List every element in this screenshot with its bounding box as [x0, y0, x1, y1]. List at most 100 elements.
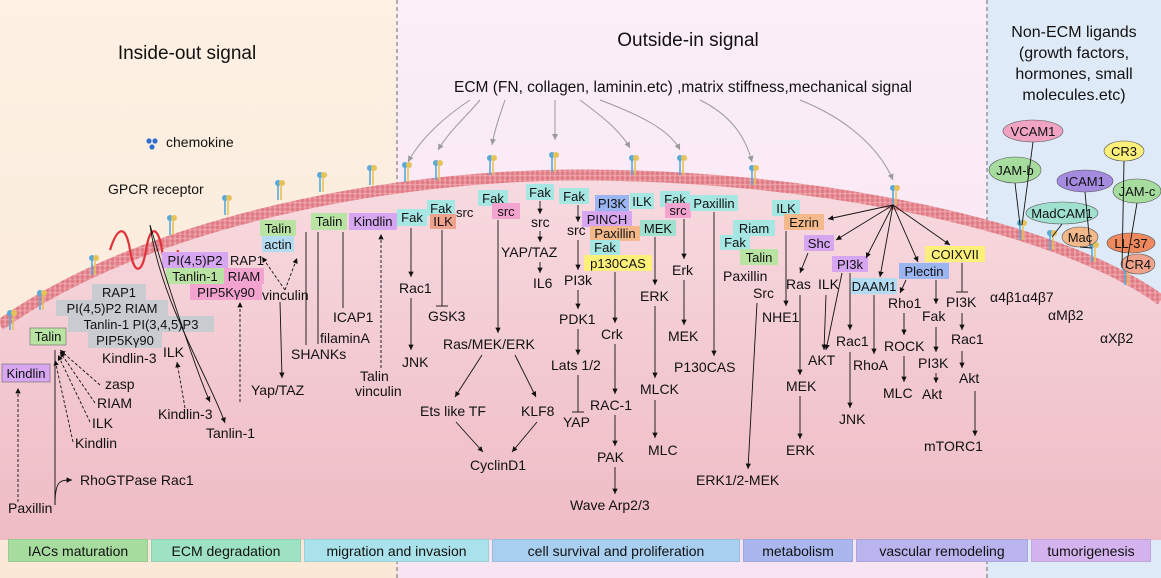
mek-label-2: MEK	[668, 328, 699, 344]
svg-text:Paxillin: Paxillin	[594, 226, 635, 241]
legend-item-2: ECM degradation	[151, 539, 301, 562]
mlc-label-1: MLC	[648, 442, 678, 458]
vinculin-label-bottom: vinculin	[355, 383, 402, 399]
svg-text:Fak: Fak	[430, 201, 452, 216]
ras-label: Ras	[786, 276, 811, 292]
legend-item-1: IACs maturation	[8, 539, 148, 562]
non-ecm-connectors	[1014, 141, 1138, 269]
icam1-ellipse: ICAM1	[1056, 169, 1114, 193]
shc-box: Shc	[804, 235, 834, 251]
a4b1-label: α4β1	[990, 289, 1022, 305]
svg-text:Plectin: Plectin	[904, 264, 943, 279]
svg-text:ICAM1: ICAM1	[1065, 174, 1105, 189]
erk-label-2: Erk	[672, 262, 694, 278]
vinculin-label: vinculin	[262, 287, 309, 303]
outside-in-heading: Outside-in signal	[617, 30, 759, 51]
plectin-box: Plectin	[899, 263, 949, 279]
yap-label: YAP	[563, 414, 590, 430]
erk-label-3: ERK	[786, 442, 815, 458]
svg-text:p130CAS: p130CAS	[590, 256, 646, 271]
rhoa-label: RhoA	[853, 357, 889, 373]
svg-text:CR3: CR3	[1111, 144, 1137, 159]
riam-fak-talin-cluster: Riam Fak Talin	[720, 220, 778, 265]
cell-body	[0, 175, 1161, 540]
chemokine-icon	[146, 138, 158, 150]
cr4-ellipse: CR4	[1120, 253, 1156, 275]
akt-label-1: AKT	[808, 352, 836, 368]
inside-out-connectors	[15, 224, 384, 506]
svg-text:Talin: Talin	[746, 250, 773, 265]
fak-label-9: Fak	[922, 308, 946, 324]
svg-text:Talin: Talin	[35, 329, 62, 344]
svg-text:Kindlin: Kindlin	[6, 366, 45, 381]
fak-src-paxillin-box: Fak src Paxillin	[660, 191, 738, 218]
ras-mek-erk-label: Ras/MEK/ERK	[443, 336, 535, 352]
svg-text:Tanlin-1 PI(3,4,5)P3: Tanlin-1 PI(3,4,5)P3	[84, 317, 199, 332]
talin-activator-cluster: RAP1 PI(4,5)P2 RIAM Tanlin-1 PI(3,4,5)P3…	[56, 284, 214, 348]
akt-label-2: Akt	[922, 386, 942, 402]
src-label-3: src	[531, 214, 550, 230]
yap-taz-label: YAP/TAZ	[501, 244, 558, 260]
legend-item-5: metabolism	[743, 539, 853, 562]
ilk-label-3: ILK	[818, 276, 840, 292]
jamb-ellipse: JAM-b	[988, 156, 1042, 184]
yap-taz-inside-label: Yap/TAZ	[251, 382, 305, 398]
cyclind1-label: CyclinD1	[470, 457, 526, 473]
svg-text:Talin: Talin	[265, 221, 292, 236]
erk12-mek-label: ERK1/2-MEK	[696, 472, 780, 488]
non-ecm-heading: Non-ECM ligands (growth factors, hormone…	[1011, 24, 1136, 104]
il6-label: IL6	[533, 275, 553, 291]
axb2-label: αXβ2	[1100, 330, 1133, 346]
legend-item-4: cell survival and proliferation	[492, 539, 740, 562]
p130cas-label: P130CAS	[674, 359, 735, 375]
zasp-label: zasp	[105, 376, 135, 392]
src-label-6: Src	[753, 285, 774, 301]
ecm-ligand-line: ECM (FN, collagen, laminin.etc) ,matrix …	[454, 79, 912, 96]
svg-text:PI3K: PI3K	[598, 196, 627, 211]
jamc-ellipse: JAM-c	[1112, 178, 1161, 204]
svg-text:Riam: Riam	[739, 221, 769, 236]
svg-text:Fak: Fak	[529, 185, 551, 200]
gsk3-label: GSK3	[428, 308, 466, 324]
svg-text:Fak: Fak	[563, 189, 585, 204]
talin-actin-cluster: Talin actin	[260, 220, 296, 252]
mek-box: MEK	[640, 220, 676, 236]
ecm-arrows	[407, 99, 894, 181]
svg-text:PINCH: PINCH	[587, 212, 627, 227]
svg-text:RIAM: RIAM	[228, 269, 261, 284]
fak-box-4: Fak	[526, 184, 554, 200]
svg-text:hormones, small: hormones, small	[1015, 66, 1132, 83]
svg-text:VCAM1: VCAM1	[1011, 124, 1056, 139]
a4b7-label: α4β7	[1022, 289, 1054, 305]
amb2-label: αMβ2	[1048, 307, 1084, 323]
svg-text:ILK: ILK	[776, 201, 796, 216]
jnk-label-1: JNK	[402, 354, 429, 370]
svg-text:MadCAM1: MadCAM1	[1031, 206, 1092, 221]
svg-text:ILK: ILK	[433, 214, 453, 229]
vcam1-ellipse: VCAM1	[1002, 119, 1064, 143]
wave-arp-label: Wave Arp2/3	[570, 497, 650, 513]
pak-label: PAK	[597, 449, 625, 465]
svg-text:Fak: Fak	[401, 210, 423, 225]
kindlin3-label: Kindlin-3	[102, 350, 157, 366]
riam-label: RIAM	[97, 395, 132, 411]
pi3k-label-4: PI3K	[946, 294, 977, 310]
legend-item-3: migration and invasion	[304, 539, 489, 562]
kindlin-label: Kindlin	[75, 435, 117, 451]
svg-text:Non-ECM ligands: Non-ECM ligands	[1011, 24, 1136, 41]
ilk-label-2: ILK	[92, 415, 114, 431]
akt-label-3: Akt	[959, 370, 979, 386]
svg-text:RAP1: RAP1	[102, 285, 136, 300]
legend-item-6: vascular remodeling	[856, 539, 1028, 562]
svg-text:PI(4,5)P2 RIAM: PI(4,5)P2 RIAM	[66, 301, 157, 316]
icap1-label: ICAP1	[333, 309, 374, 325]
outside-in-connectors	[408, 201, 978, 494]
gpcr-receptor-label: GPCR receptor	[108, 181, 204, 197]
cell-membrane	[0, 169, 1161, 330]
ilk-label: ILK	[163, 344, 185, 360]
svg-text:Fak: Fak	[482, 191, 504, 206]
svg-text:PI3k: PI3k	[837, 257, 864, 272]
talin-label-bottom: Talin	[360, 368, 389, 384]
